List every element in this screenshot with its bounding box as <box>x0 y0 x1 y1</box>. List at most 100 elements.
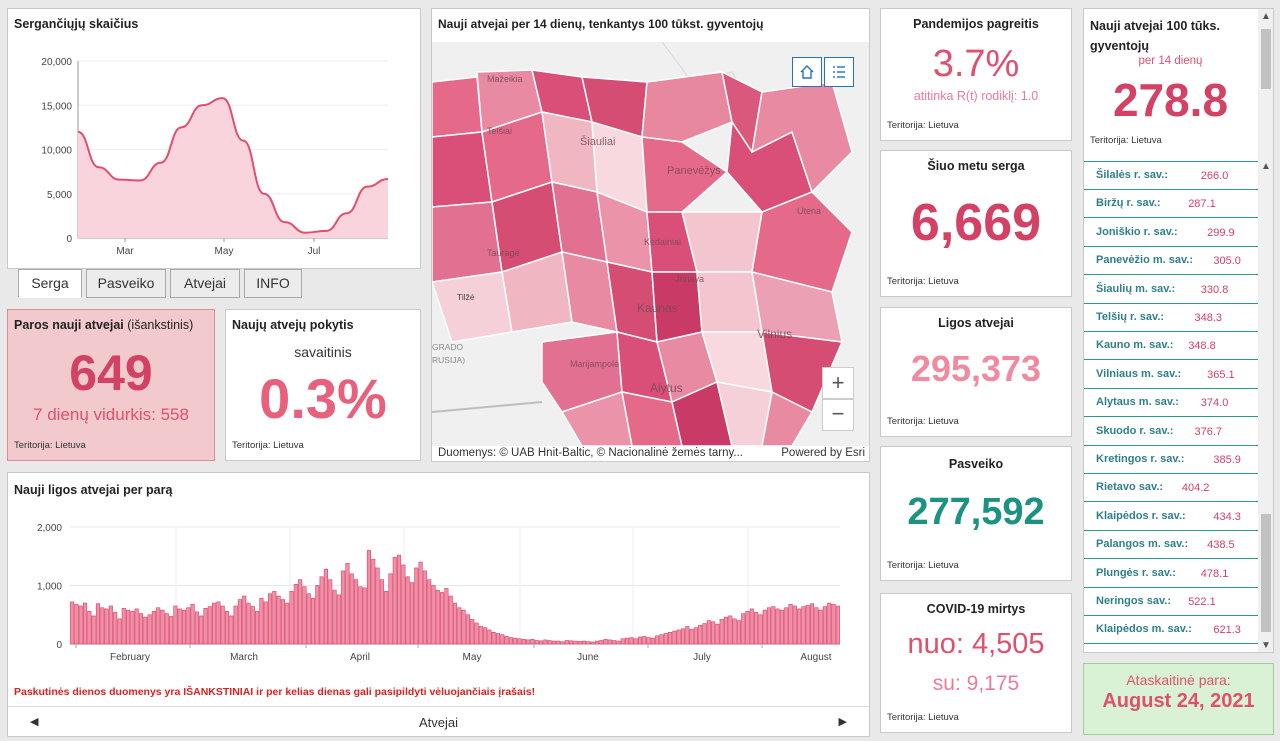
ranking-row[interactable]: Šiaulių m. sav.: 330.8 <box>1084 275 1258 304</box>
daily-bar[interactable] <box>87 610 92 645</box>
daily-bar[interactable] <box>246 602 251 645</box>
daily-bar[interactable] <box>267 593 273 645</box>
daily-bar[interactable] <box>715 623 720 645</box>
daily-bar[interactable] <box>693 627 698 645</box>
daily-bar[interactable] <box>508 637 513 645</box>
daily-bar[interactable] <box>500 634 505 645</box>
daily-bar[interactable] <box>487 629 492 645</box>
daily-bar[interactable] <box>113 612 118 645</box>
daily-bar[interactable] <box>736 620 741 645</box>
daily-bar[interactable] <box>177 608 182 645</box>
daily-bar[interactable] <box>599 640 604 645</box>
daily-bar[interactable] <box>422 570 427 645</box>
daily-bar[interactable] <box>199 615 204 645</box>
daily-bar[interactable] <box>719 619 724 645</box>
ranking-list-thumb[interactable] <box>1261 514 1271 632</box>
ranking-header-thumb[interactable] <box>1261 29 1271 89</box>
ranking-row[interactable]: Skuodo r. sav.: 376.7 <box>1084 417 1258 446</box>
daily-bar[interactable] <box>190 603 195 645</box>
daily-bar[interactable] <box>543 639 548 645</box>
daily-nav-next[interactable]: ▶ <box>838 716 847 728</box>
tab-info[interactable]: INFO <box>244 269 302 298</box>
daily-bar[interactable] <box>414 567 419 645</box>
daily-bar[interactable] <box>104 608 109 645</box>
daily-bar[interactable] <box>138 613 144 645</box>
daily-bar[interactable] <box>680 628 686 645</box>
daily-bar[interactable] <box>371 558 376 645</box>
daily-bar[interactable] <box>108 605 113 645</box>
daily-bar[interactable] <box>302 586 307 645</box>
daily-bar[interactable] <box>461 609 466 645</box>
daily-bar[interactable] <box>418 561 423 645</box>
daily-bar[interactable] <box>513 637 518 645</box>
daily-bar[interactable] <box>749 608 754 645</box>
scroll-up-icon[interactable]: ▲ <box>1261 11 1271 22</box>
daily-bar[interactable] <box>117 618 122 645</box>
daily-bar[interactable] <box>323 568 329 645</box>
daily-bar[interactable] <box>147 614 152 645</box>
ranking-row[interactable]: Klaipėdos m. sav.: 621.3 <box>1084 616 1258 645</box>
daily-bar[interactable] <box>784 607 789 645</box>
ranking-header-scrollbar[interactable]: ▲ <box>1258 9 1273 159</box>
daily-bar[interactable] <box>792 605 797 645</box>
daily-bar[interactable] <box>818 609 823 645</box>
daily-bar[interactable] <box>625 637 630 645</box>
daily-bar[interactable] <box>427 579 432 645</box>
daily-bar[interactable] <box>345 562 350 645</box>
daily-bar[interactable] <box>827 602 832 645</box>
daily-bar[interactable] <box>431 585 436 645</box>
daily-bar[interactable] <box>121 608 126 645</box>
daily-bar[interactable] <box>762 609 767 645</box>
daily-bar[interactable] <box>151 610 156 645</box>
daily-bar[interactable] <box>444 588 449 645</box>
daily-bar[interactable] <box>650 637 655 645</box>
daily-bar[interactable] <box>517 638 522 645</box>
ranking-row[interactable]: Kretingos r. sav.: 385.9 <box>1084 446 1258 474</box>
daily-bar[interactable] <box>659 634 664 645</box>
daily-bar[interactable] <box>332 589 337 645</box>
daily-bar[interactable] <box>212 602 217 645</box>
ranking-row[interactable]: Palangos m. sav.: 438.5 <box>1084 531 1258 560</box>
daily-bar[interactable] <box>745 610 750 645</box>
ranking-row[interactable]: Šilalės r. sav.: 266.0 <box>1084 162 1258 190</box>
daily-bar[interactable] <box>160 609 165 645</box>
daily-bar[interactable] <box>711 621 716 645</box>
daily-bar[interactable] <box>758 614 763 645</box>
daily-bar[interactable] <box>526 639 531 645</box>
daily-bar[interactable] <box>233 605 238 645</box>
daily-bar[interactable] <box>676 629 681 645</box>
ranking-row[interactable]: Panevėžio m. sav.: 305.0 <box>1084 247 1258 276</box>
ranking-row[interactable]: Kauno m. sav.: 348.8 <box>1084 332 1258 361</box>
ranking-row[interactable]: Klaipėdos r. sav.: 434.3 <box>1084 502 1258 531</box>
daily-bar[interactable] <box>375 567 380 645</box>
daily-bar[interactable] <box>229 615 234 645</box>
daily-bar[interactable] <box>728 615 733 645</box>
map-home-button[interactable] <box>792 57 822 87</box>
daily-bar[interactable] <box>237 599 242 645</box>
daily-bar[interactable] <box>779 609 784 645</box>
ranking-list[interactable]: Šilalės r. sav.: 266.0 Biržų r. sav.: 287.1… <box>1084 161 1258 652</box>
ranking-row[interactable]: Alytaus m. sav.: 374.0 <box>1084 389 1258 418</box>
daily-bar[interactable] <box>612 640 617 645</box>
daily-bar[interactable] <box>310 598 316 645</box>
daily-bar[interactable] <box>95 603 101 645</box>
daily-bar[interactable] <box>169 616 174 645</box>
daily-bar[interactable] <box>629 637 634 645</box>
daily-bar[interactable] <box>336 594 341 645</box>
daily-bar[interactable] <box>771 606 776 645</box>
daily-bar[interactable] <box>702 623 707 645</box>
daily-bar[interactable] <box>556 640 561 645</box>
daily-bar[interactable] <box>741 613 746 645</box>
daily-bar[interactable] <box>306 593 311 645</box>
daily-bar[interactable] <box>646 637 651 645</box>
scroll-down-icon[interactable]: ▼ <box>1261 640 1271 651</box>
daily-bar[interactable] <box>809 603 815 645</box>
ranking-row[interactable]: Biržų r. sav.: 287.1 <box>1084 190 1258 219</box>
daily-bar[interactable] <box>366 550 372 645</box>
daily-bar[interactable] <box>478 626 483 645</box>
daily-bar[interactable] <box>194 611 199 645</box>
daily-bar[interactable] <box>276 595 281 645</box>
daily-bar[interactable] <box>586 641 591 645</box>
daily-bar[interactable] <box>440 592 445 645</box>
daily-bar[interactable] <box>448 595 453 645</box>
